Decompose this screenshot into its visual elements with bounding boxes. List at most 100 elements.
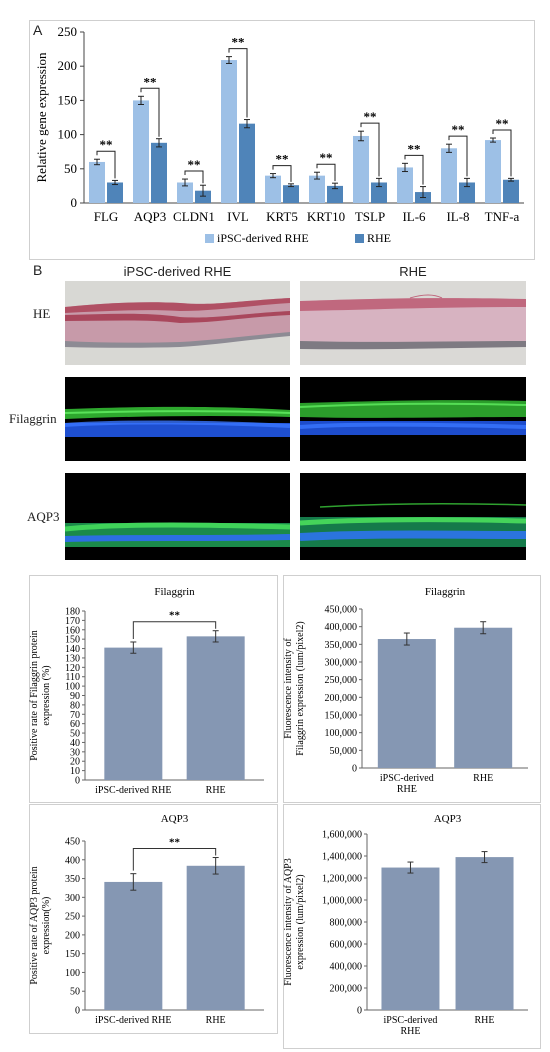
x-tick-label: AQP3 (134, 209, 167, 224)
y-tick-label: 250,000 (325, 675, 358, 686)
y-tick-label: 100 (58, 127, 78, 142)
bar (455, 857, 514, 1010)
significance-label: ** (276, 152, 289, 167)
bar-rhe (503, 179, 519, 203)
significance-label: ** (364, 109, 377, 124)
y-tick-label: 250 (65, 912, 80, 923)
bar-ipsc (177, 182, 193, 203)
y-tick-label: 130 (65, 653, 80, 664)
x-tick-label: iPSC-derived RHE (380, 773, 434, 795)
chart-c3: AQP3 0 50 100 150 200 250 300 350 400 450 Positive … (29, 813, 264, 1026)
y-tick-label: 200,000 (325, 693, 358, 704)
significance-label: ** (188, 157, 201, 172)
y-tick-label: 40 (70, 738, 80, 749)
significance-label: ** (452, 122, 465, 137)
significance-bracket (448, 135, 468, 177)
bar-rhe (459, 182, 475, 203)
x-tick-label: KRT10 (307, 209, 345, 224)
y-tick-label: 110 (65, 672, 80, 683)
he-image-ipsc (65, 281, 290, 365)
significance-bracket (132, 621, 217, 639)
significance-label: ** (232, 35, 245, 50)
y-tick-label: 180 (65, 607, 80, 618)
significance-label: ** (169, 837, 181, 849)
row-label-aqp3: AQP3 (27, 509, 60, 524)
significance-bracket (96, 150, 116, 179)
bar-ipsc (441, 148, 457, 203)
legend-label-rhe: RHE (367, 231, 391, 245)
y-tick-label: 50 (70, 729, 80, 740)
y-tick-label: 100 (65, 968, 80, 979)
x-tick-label: iPSC-derived RHE (95, 785, 171, 796)
column-header-ipsc: iPSC-derived RHE (123, 264, 232, 279)
y-tick-label: 350 (65, 874, 80, 885)
x-tick-label: iPSC-derived RHE (384, 1015, 438, 1037)
chart-c4: AQP3 0 200,000 400,000 600,000 800,000 1,000,0… (283, 813, 528, 1037)
bar-ipsc (265, 175, 281, 203)
he-image-rhe (300, 281, 526, 365)
y-tick-label: 250 (58, 24, 78, 39)
bar (104, 647, 163, 780)
row-label-he: HE (33, 306, 51, 321)
bar-rhe (371, 182, 387, 203)
filaggrin-image-ipsc-drawing (65, 406, 290, 437)
y-tick-label: 100,000 (325, 728, 358, 739)
bar-rhe (151, 142, 167, 203)
legend-swatch-ipsc (205, 234, 214, 243)
y-tick-label: 1,000,000 (322, 896, 362, 907)
x-tick-label: IL-8 (446, 209, 469, 224)
y-tick-label: 0 (352, 764, 357, 775)
significance-bracket (404, 154, 424, 185)
y-tick-label: 100 (65, 682, 80, 693)
y-tick-label: 120 (65, 663, 80, 674)
y-tick-label: 300 (65, 893, 80, 904)
y-tick-label: 90 (70, 691, 80, 702)
significance-bracket (360, 122, 380, 177)
significance-bracket (316, 163, 336, 182)
y-tick-label: 0 (71, 195, 78, 210)
y-tick-label: 0 (357, 1006, 362, 1017)
significance-label: ** (100, 137, 113, 152)
aqp3-image-ipsc (65, 473, 290, 560)
y-tick-label: 1,400,000 (322, 852, 362, 863)
panel-b-label: B (33, 262, 43, 278)
y-tick-label: 10 (70, 766, 80, 777)
bar-ipsc (89, 161, 105, 203)
y-tick-label: 60 (70, 719, 80, 730)
column-header-rhe: RHE (399, 264, 427, 279)
y-tick-label: 140 (65, 644, 80, 655)
y-tick-label: 300,000 (325, 658, 358, 669)
chart-title: AQP3 (434, 813, 462, 825)
significance-label: ** (496, 116, 509, 131)
x-tick-label: RHE (473, 773, 493, 784)
x-tick-label: TNF-a (485, 209, 520, 224)
significance-label: ** (169, 610, 181, 622)
chart-title: Filaggrin (425, 586, 466, 598)
y-tick-label: 0 (75, 1006, 80, 1017)
y-axis-label: Relative gene expression (34, 52, 49, 182)
filaggrin-image-rhe-drawing (300, 400, 526, 435)
panel-a-frame (29, 20, 535, 260)
chart-a: 0 50 100 150 200 250 Relative gene expression *… (34, 24, 524, 245)
x-tick-label: FLG (94, 209, 119, 224)
y-tick-label: 150 (58, 92, 78, 107)
chart-title: AQP3 (161, 813, 189, 825)
filaggrin-image-rhe (300, 377, 526, 461)
bar-ipsc (221, 60, 237, 203)
aqp3-image-rhe (300, 473, 526, 560)
x-tick-label: IVL (227, 209, 249, 224)
y-tick-label: 200 (65, 930, 80, 941)
y-tick-label: 200,000 (330, 984, 363, 995)
bar-ipsc (397, 167, 413, 203)
y-tick-label: 1,600,000 (322, 830, 362, 841)
aqp3-image-ipsc-drawing (65, 522, 290, 547)
bar (104, 881, 163, 1010)
filaggrin-image-ipsc (65, 377, 290, 461)
y-tick-label: 1,200,000 (322, 874, 362, 885)
x-tick-label: iPSC-derived RHE (95, 1015, 171, 1026)
y-axis-label: Positive rate of Filaggrin proteinexpres… (29, 630, 52, 761)
y-tick-label: 20 (70, 757, 80, 768)
he-image-rhe-drawing (300, 294, 526, 350)
y-tick-label: 600,000 (330, 940, 363, 951)
significance-label: ** (408, 141, 421, 156)
